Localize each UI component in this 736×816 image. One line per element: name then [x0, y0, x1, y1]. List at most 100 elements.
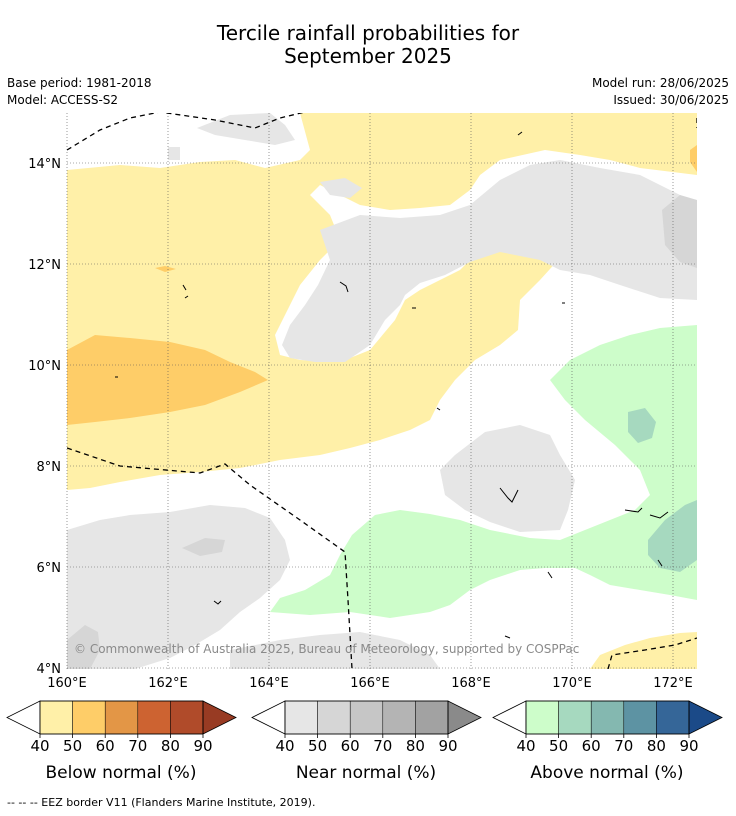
- colorbar-low-arrow: [6, 700, 41, 735]
- near-normal-40-south: [230, 632, 440, 669]
- colorbar-tick-label: 60: [341, 737, 360, 755]
- longitude-label: 162°E: [148, 676, 188, 691]
- colorbar-outline: [284, 700, 449, 735]
- island-mark: [436, 407, 441, 411]
- eez-borders: [67, 113, 697, 669]
- colorbar-tick-label: 40: [516, 737, 535, 755]
- colorbar-segment: [525, 700, 559, 735]
- colorbar-segment: [104, 700, 139, 735]
- island-mark: [213, 600, 222, 605]
- latitude-label: 14°N: [28, 157, 61, 172]
- longitude-label: 166°E: [350, 676, 390, 691]
- colorbar-high-arrow: [447, 700, 482, 735]
- issued-date: Issued: 30/06/2025: [613, 93, 729, 107]
- colorbar: 40 50 60 70 80 90 Above normal (%): [492, 700, 723, 783]
- colorbar-segment: [656, 700, 690, 735]
- island-mark: [184, 295, 189, 299]
- colorbar: 40 50 60 70 80 90 Below normal (%): [6, 700, 237, 783]
- island-mark: [339, 281, 349, 293]
- meta-left: Base period: 1981-2018 Model: ACCESS-S2: [7, 75, 152, 109]
- colorbar-title: Near normal (%): [296, 763, 436, 783]
- latitude-label: 10°N: [28, 359, 61, 374]
- colorbar-segment: [39, 700, 73, 735]
- colorbar-low-arrow: [492, 700, 527, 735]
- eez-border-west: [67, 447, 353, 669]
- latitude-labels: 14°N 12°N 10°N 8°N 6°N 4°N: [28, 157, 61, 677]
- above-normal-50-east: [648, 500, 697, 572]
- map-title: Tercile rainfall probabilities for Septe…: [0, 22, 736, 68]
- model-run: Model run: 28/06/2025: [591, 76, 729, 90]
- eez-border-southeast: [607, 637, 697, 669]
- longitude-label: 172°E: [653, 676, 693, 691]
- colorbar-high-arrow: [688, 700, 723, 735]
- near-normal-50-east: [662, 195, 697, 268]
- island-mark: [657, 559, 663, 567]
- colorbar-tick-label: 70: [128, 737, 147, 755]
- island-mark: [499, 487, 519, 503]
- near-normal-40-east: [440, 425, 575, 532]
- near-normal-40-central: [282, 160, 697, 362]
- base-period: Base period: 1981-2018: [7, 76, 152, 90]
- longitude-label: 160°E: [47, 676, 87, 691]
- colorbar-outline: [525, 700, 690, 735]
- colorbar-segment: [137, 700, 171, 735]
- near-normal-40-island: [320, 178, 362, 198]
- colorbar-segment: [415, 700, 449, 735]
- colorbar-segment: [382, 700, 416, 735]
- island-mark: [649, 511, 669, 519]
- colorbar-tick-label: 40: [275, 737, 294, 755]
- colorbar-segment: [170, 700, 204, 735]
- longitude-label: 168°E: [451, 676, 491, 691]
- model-name: Model: ACCESS-S2: [7, 93, 119, 107]
- colorbar-tick-label: 50: [549, 737, 568, 755]
- colorbar-segment: [623, 700, 657, 735]
- near-normal-40-small: [168, 147, 180, 160]
- eez-footnote: -- -- -- EEZ border V11 (Flanders Marine…: [7, 796, 316, 809]
- gridlines: [66, 113, 697, 669]
- longitude-label: 164°E: [249, 676, 289, 691]
- copyright-text: © Commonwealth of Australia 2025, Bureau…: [74, 642, 579, 656]
- colorbars: 40 50 60 70 80 90 Below normal (%) 40 50 60 70 80 90…: [6, 700, 723, 783]
- colorbar-title: Below normal (%): [46, 763, 197, 783]
- latitude-label: 8°N: [37, 460, 62, 475]
- colorbar-title: Above normal (%): [530, 763, 683, 783]
- colorbar-segment: [590, 700, 625, 735]
- colorbar-tick-label: 60: [96, 737, 115, 755]
- island-mark: [504, 635, 511, 639]
- colorbar-high-arrow: [202, 700, 237, 735]
- latitude-label: 4°N: [37, 662, 62, 677]
- colorbar-segment: [558, 700, 592, 735]
- near-normal-40-southwest: [67, 505, 290, 669]
- title-line-1: Tercile rainfall probabilities for: [216, 21, 520, 45]
- colorbar-tick-label: 60: [582, 737, 601, 755]
- title-line-2: September 2025: [284, 44, 452, 68]
- longitude-labels: 160°E 162°E 164°E 166°E 168°E 170°E 172°E: [47, 676, 693, 691]
- colorbar-outline: [39, 700, 204, 735]
- island-mark: [182, 284, 187, 291]
- colorbar-tick-label: 80: [406, 737, 425, 755]
- colorbar-tick-label: 90: [438, 737, 457, 755]
- colorbar-segment: [349, 700, 384, 735]
- colorbar-tick-label: 40: [30, 737, 49, 755]
- colorbar-tick-label: 80: [647, 737, 666, 755]
- colorbar-tick-label: 50: [308, 737, 327, 755]
- near-normal-50-south: [67, 625, 100, 669]
- above-normal-40-region: [270, 325, 697, 618]
- meta-right: Model run: 28/06/2025 Issued: 30/06/2025: [592, 75, 729, 109]
- islands: [115, 131, 669, 639]
- colorbar-segment: [284, 700, 318, 735]
- map-area: [67, 113, 697, 669]
- below-normal-50-east: [690, 145, 697, 172]
- colorbar-tick-label: 70: [373, 737, 392, 755]
- colorbar-tick-label: 50: [63, 737, 82, 755]
- island-mark: [624, 507, 643, 513]
- colorbar-tick-label: 90: [679, 737, 698, 755]
- colorbar-segment: [72, 700, 106, 735]
- longitude-label: 170°E: [552, 676, 592, 691]
- island-mark: [517, 131, 523, 136]
- colorbar-tick-label: 90: [193, 737, 212, 755]
- near-normal-50-spot: [182, 538, 225, 556]
- colorbar-low-arrow: [251, 700, 286, 735]
